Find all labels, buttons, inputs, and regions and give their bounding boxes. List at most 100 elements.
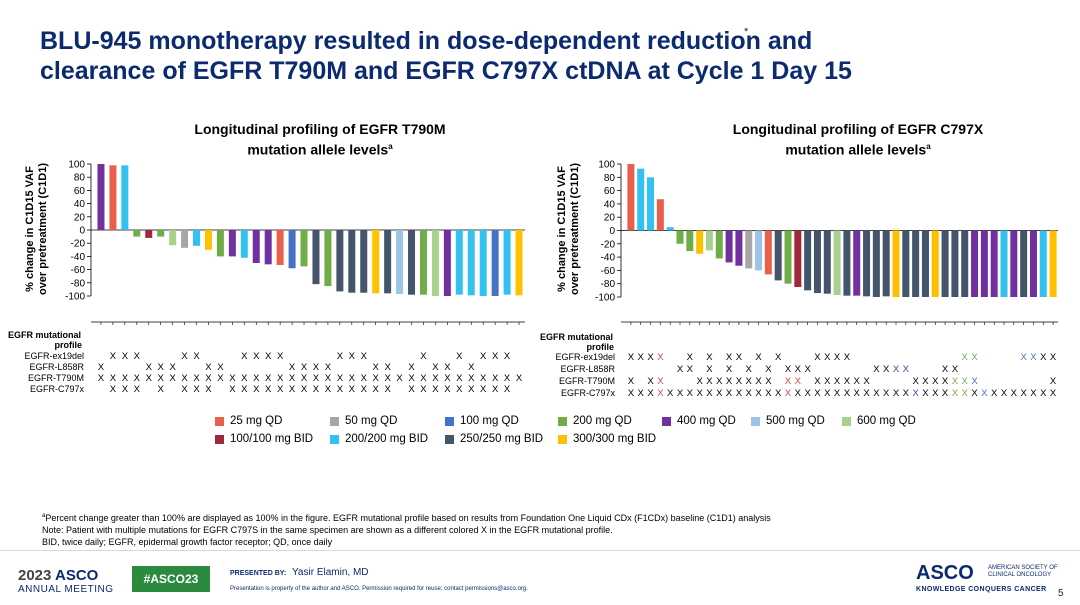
left-mutation-mark: X (432, 384, 439, 395)
left-mutation-mark: X (480, 373, 487, 384)
asco-org-line-2: CLINICAL ONCOLOGY (988, 572, 1052, 578)
legend-swatch (330, 416, 339, 426)
legend-label: 100/100 mg BID (230, 433, 314, 445)
right-bar (794, 230, 802, 288)
left-mutation-mark: X (289, 373, 296, 384)
left-bar (348, 230, 356, 293)
right-bar (961, 230, 969, 297)
right-mutation-mark: X (677, 364, 684, 375)
presented-by-label: PRESENTED BY: (230, 570, 287, 577)
right-mutation-mark: X (952, 376, 959, 387)
right-bar (686, 230, 694, 252)
right-mutation-mark: X (804, 364, 811, 375)
left-mutation-mark: X (158, 373, 165, 384)
right-mutation-mark: X (775, 388, 782, 399)
right-mutation-mark: X (824, 388, 831, 399)
right-bar (637, 168, 645, 231)
legend-swatch (558, 416, 567, 426)
left-mutation-mark: X (444, 384, 451, 395)
left-mutation-mark: X (158, 384, 165, 395)
slide-title-line-1: BLU-945 monotherapy resulted in dose-dep… (40, 27, 813, 55)
right-mutation-mark: X (883, 388, 890, 399)
left-mutation-mark: X (217, 373, 224, 384)
right-mutation-mark: X (638, 352, 645, 363)
left-mutation-mark: X (373, 362, 380, 373)
left-mutation-mark: X (408, 384, 415, 395)
right-mutation-mark: X (746, 376, 753, 387)
left-bar (109, 165, 117, 230)
right-mutation-mark: X (628, 352, 635, 363)
left-mutation-mark: X (193, 373, 200, 384)
left-bar (97, 164, 105, 230)
left-mutation-mark: X (361, 373, 368, 384)
footer-disclaimer: Presentation is property of the author a… (230, 586, 528, 592)
right-mutation-mark: X (765, 376, 772, 387)
right-chart-title-line-2: mutation allele levelsa (668, 138, 1048, 159)
legend-item: 250/250 mg BID (445, 433, 543, 445)
right-mutation-mark: X (893, 388, 900, 399)
right-bar (1010, 230, 1018, 297)
right-bar (902, 230, 910, 297)
left-mutation-mark: X (384, 373, 391, 384)
left-bar (419, 230, 427, 295)
right-mutation-mark: X (647, 388, 654, 399)
right-mutation-mark: X (854, 376, 861, 387)
legend-item: 400 mg QD (662, 415, 736, 427)
left-bar (300, 230, 308, 267)
left-mutation-mark: X (146, 362, 153, 373)
left-mutation-mark: X (253, 384, 260, 395)
right-bar (774, 230, 782, 281)
right-chart-title: Longitudinal profiling of EGFR C797X mut… (668, 120, 1048, 159)
left-mutation-mark: X (444, 362, 451, 373)
annual-meeting-label: ANNUAL MEETING (18, 584, 114, 595)
left-mutation-mark: X (373, 373, 380, 384)
right-mutation-mark: X (726, 376, 733, 387)
left-mutation-mark: X (480, 351, 487, 362)
asco-org-name: AMERICAN SOCIETY OF CLINICAL ONCOLOGY (988, 565, 1058, 579)
asco-org-line-1: AMERICAN SOCIETY OF (988, 565, 1058, 571)
left-mutation-mark: X (229, 373, 236, 384)
left-row-label-l858r: EGFR-L858R (29, 362, 84, 372)
legend-swatch (445, 416, 454, 426)
left-mutation-mark: X (492, 351, 499, 362)
left-mutation-mark: X (349, 351, 356, 362)
right-bar (872, 230, 880, 297)
right-y-tick-label: -20 (601, 239, 616, 250)
left-y-tick-label: -80 (71, 278, 86, 289)
right-mutation-mark: X (971, 352, 978, 363)
legend-label: 200 mg QD (573, 415, 632, 427)
left-chart-title-sup: a (388, 142, 393, 151)
right-mutation-mark: X (971, 388, 978, 399)
left-mutation-mark: X (504, 351, 511, 362)
right-y-tick-label: 40 (604, 199, 616, 210)
right-mutation-mark: X (824, 376, 831, 387)
left-mutation-mark: X (468, 384, 475, 395)
legend-item: 25 mg QD (215, 415, 282, 427)
left-mutation-mark: X (337, 351, 344, 362)
legend-label: 50 mg QD (345, 415, 398, 427)
left-mutation-mark: X (181, 351, 188, 362)
right-mutation-mark: X (716, 388, 723, 399)
right-mutation-mark: X (628, 388, 635, 399)
left-mutation-header-line-2: profile (54, 340, 82, 350)
right-bar (715, 230, 723, 259)
left-bar (503, 230, 511, 295)
right-bar (980, 230, 988, 297)
right-mutation-mark: X (736, 352, 743, 363)
right-mutation-mark: X (647, 376, 654, 387)
meeting-year: 2023 (18, 567, 52, 584)
footer-divider (0, 550, 1080, 551)
right-mutation-mark: X (638, 388, 645, 399)
asco-logo: ASCO (916, 562, 974, 584)
right-mutation-mark: X (971, 376, 978, 387)
right-mutation-mark: X (844, 352, 851, 363)
legend-label: 25 mg QD (230, 415, 283, 427)
right-bar (921, 230, 929, 297)
left-mutation-mark: X (134, 351, 141, 362)
right-y-tick-label: -60 (601, 266, 616, 277)
left-mutation-mark: X (408, 373, 415, 384)
left-mutation-mark: X (277, 351, 284, 362)
right-bar (696, 230, 704, 254)
legend-label: 100 mg QD (460, 415, 519, 427)
left-mutation-mark: X (289, 362, 296, 373)
